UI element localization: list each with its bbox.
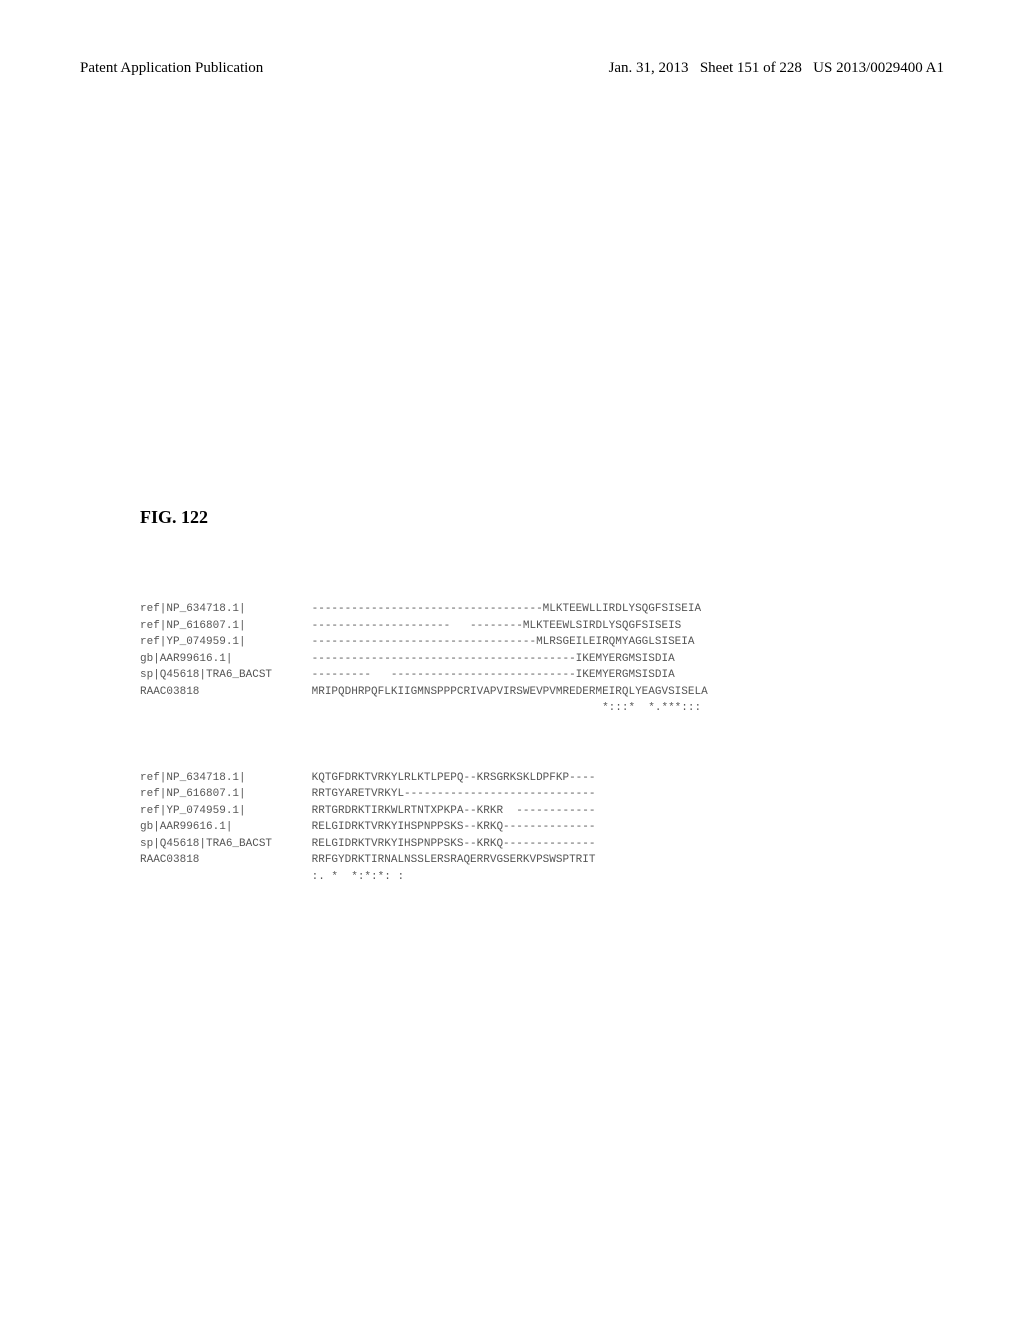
patent-page: Patent Application Publication Jan. 31, … <box>0 0 1024 1320</box>
alignment-block-2: ref|NP_634718.1| KQTGFDRKTVRKYLRLKTLPEPQ… <box>140 770 944 886</box>
header-pub-number: US 2013/0029400 A1 <box>813 60 944 76</box>
header-sheet: Sheet 151 of 228 <box>700 60 802 76</box>
page-header: Patent Application Publication Jan. 31, … <box>80 60 944 77</box>
figure-label: FIG. 122 <box>140 507 944 528</box>
header-publication-info: Jan. 31, 2013 Sheet 151 of 228 US 2013/0… <box>609 60 944 77</box>
header-publication-type: Patent Application Publication <box>80 60 263 77</box>
alignment-block-1: ref|NP_634718.1| -----------------------… <box>140 601 944 717</box>
sequence-alignment: ref|NP_634718.1| -----------------------… <box>140 568 944 938</box>
header-date: Jan. 31, 2013 <box>609 60 689 76</box>
